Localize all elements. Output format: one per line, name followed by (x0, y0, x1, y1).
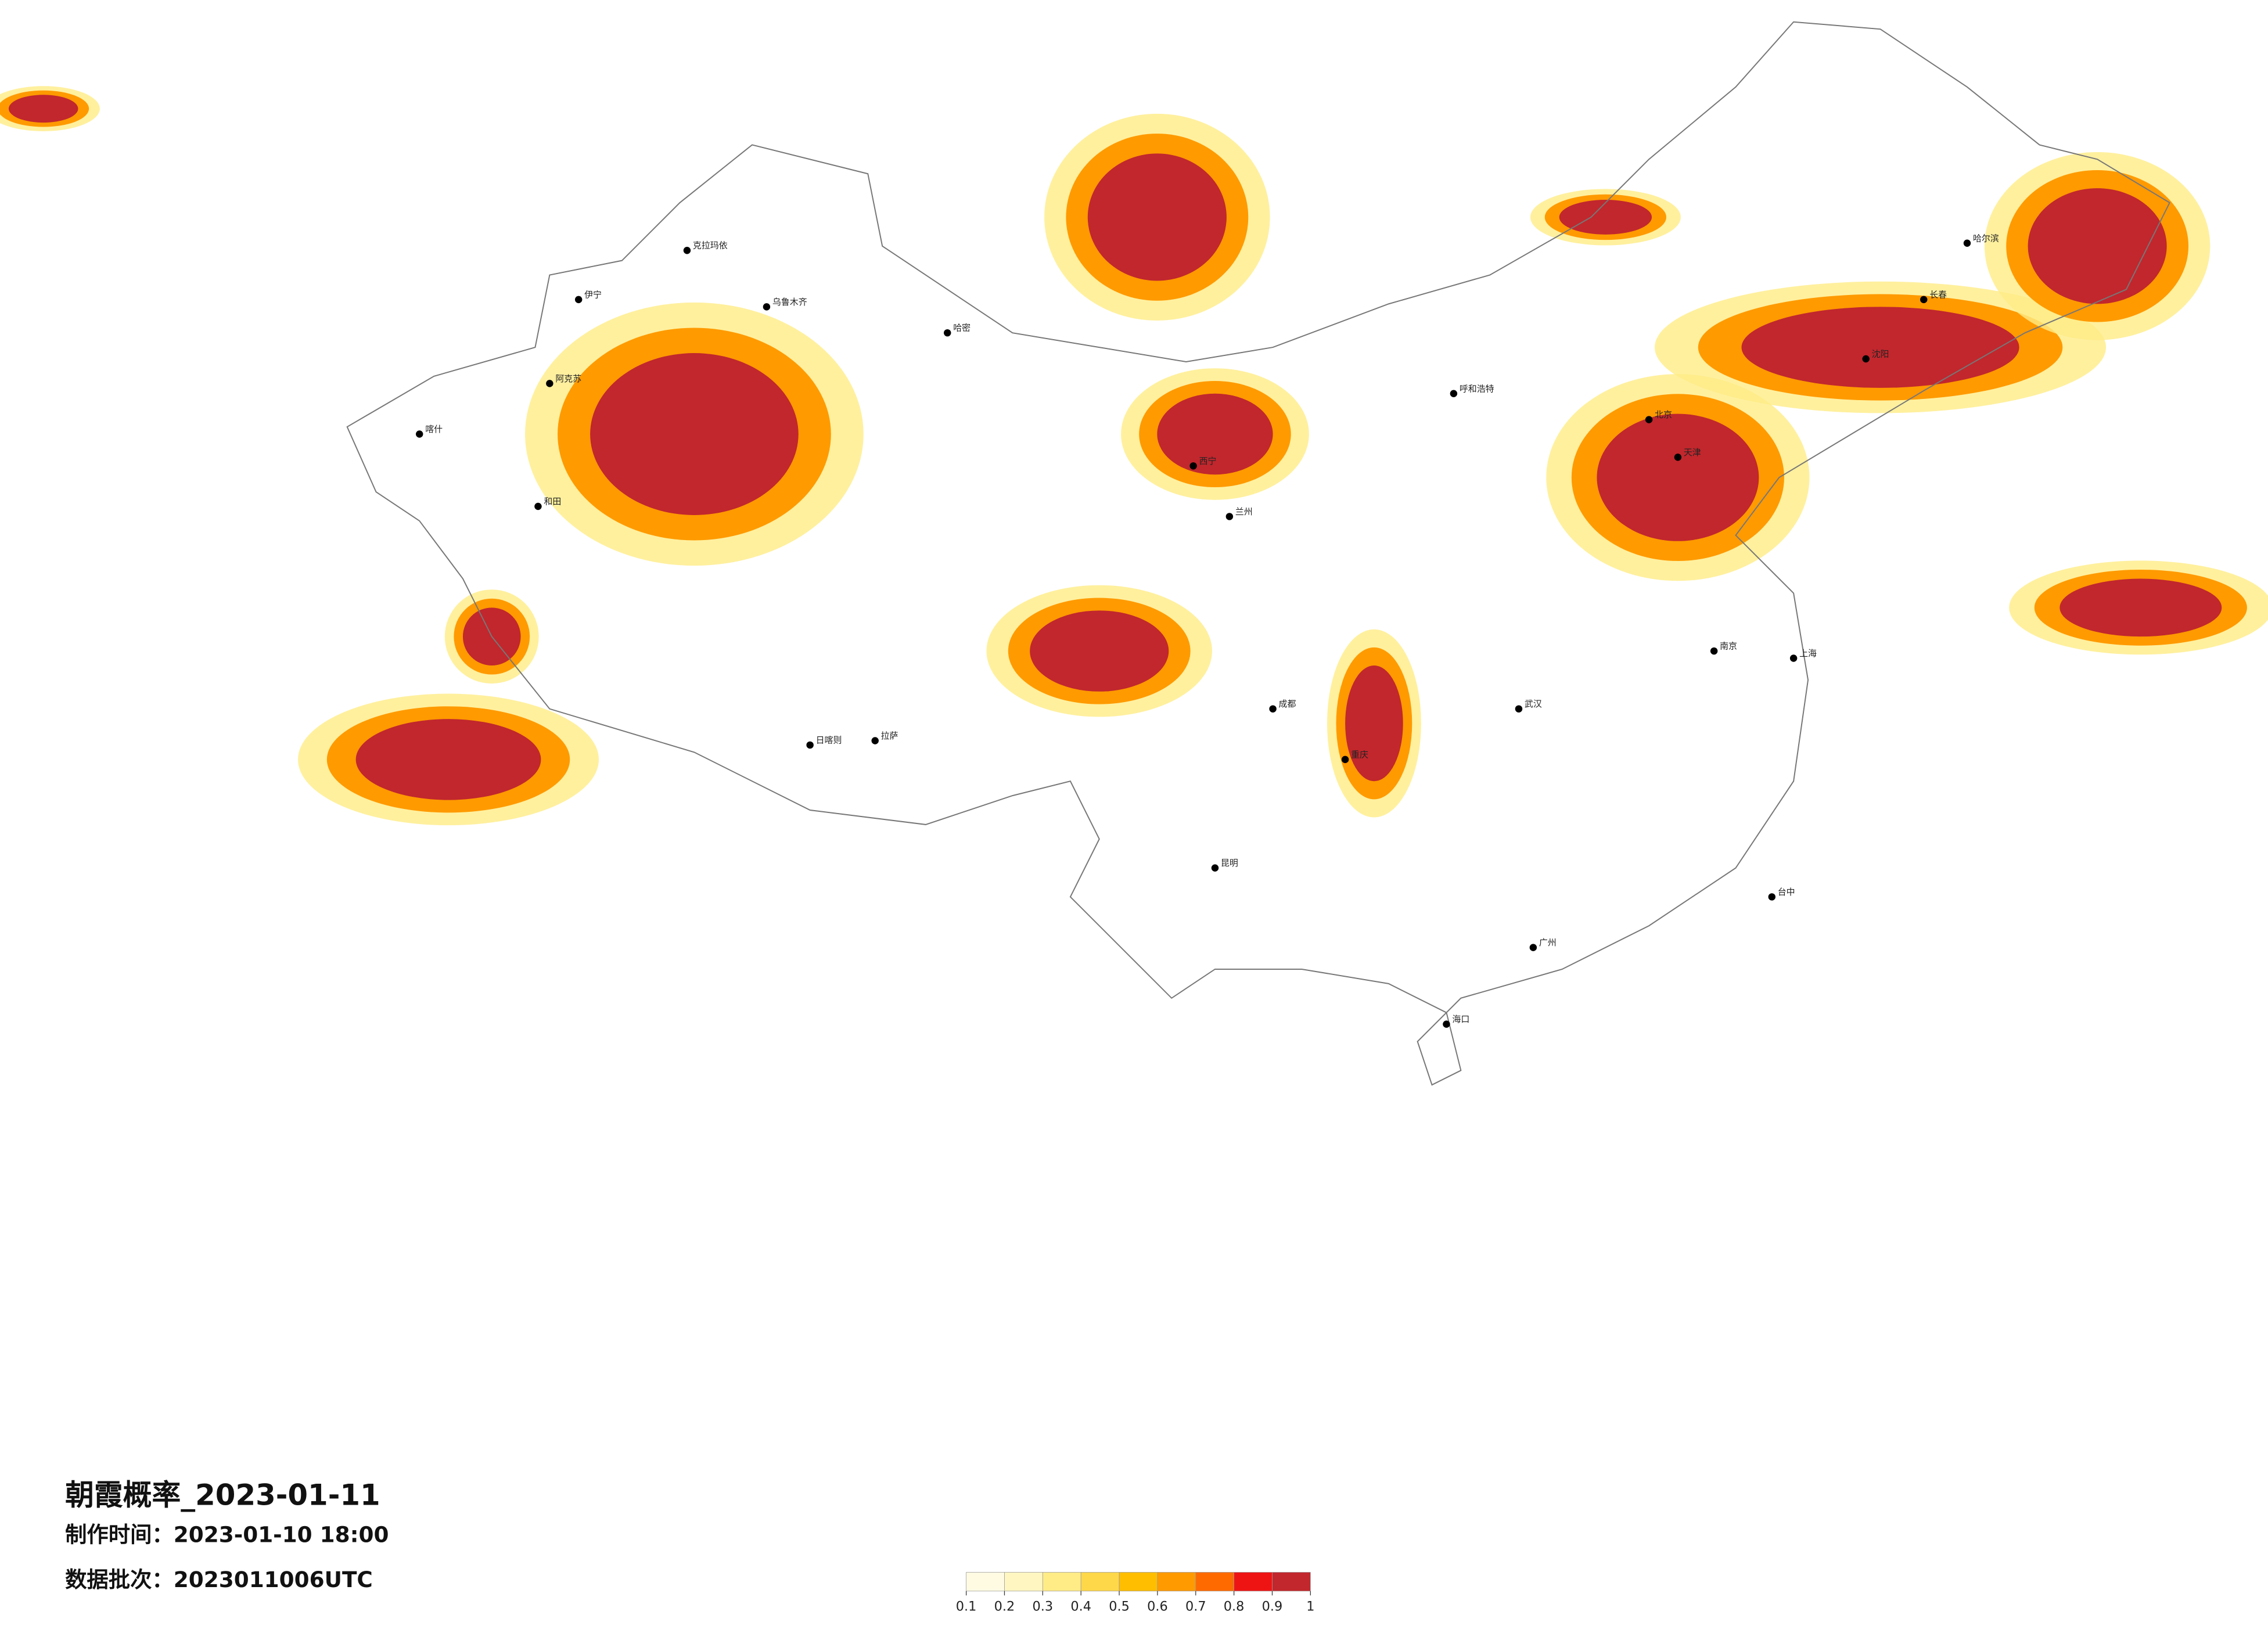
city-dot (944, 329, 951, 337)
city-dot (1211, 864, 1219, 872)
city-label: 哈尔滨 (1973, 233, 1999, 243)
city-label: 成都 (1279, 699, 1296, 709)
country-outline (346, 21, 2170, 1086)
colorbar-label: 0.4 (1070, 1599, 1091, 1614)
blob-core (8, 95, 78, 123)
blob-core (355, 719, 541, 800)
city-dot (763, 303, 771, 311)
city-label: 喀什 (425, 424, 443, 434)
city-dot (683, 246, 691, 254)
city-dot (1674, 454, 1682, 461)
colorbar-cell (1004, 1572, 1043, 1592)
colorbar-cell (1234, 1572, 1273, 1592)
city-label: 西宁 (1199, 456, 1217, 466)
colorbar-label: 1 (1306, 1599, 1314, 1614)
city-dot (1963, 239, 1971, 247)
city-dot (1710, 647, 1718, 655)
city-dot (546, 380, 553, 387)
city-label: 日喀则 (816, 735, 842, 745)
city-label: 沈阳 (1872, 349, 1889, 359)
colorbar-label: 0.7 (1185, 1599, 1206, 1614)
city-label: 北京 (1655, 409, 1672, 420)
blob-core (1741, 307, 2019, 388)
city-label: 武汉 (1525, 699, 1542, 709)
probability-field (0, 86, 2268, 826)
city-dot (1529, 944, 1537, 951)
city-dot (871, 737, 879, 744)
city-label: 伊宁 (584, 289, 602, 300)
city-dot (415, 430, 423, 438)
city-dot (1789, 654, 1798, 662)
city-label: 兰州 (1235, 506, 1253, 517)
blob-core (1157, 393, 1273, 475)
city-dot (1920, 296, 1928, 304)
city-label: 和田 (544, 497, 561, 507)
city-label: 海口 (1452, 1014, 1469, 1024)
city-label: 哈密 (953, 323, 971, 333)
blob-core (2028, 188, 2167, 304)
colorbar-label: 0.6 (1147, 1599, 1168, 1614)
blob-core (1345, 665, 1403, 782)
city-label: 昆明 (1221, 858, 1238, 868)
colorbar-label: 0.9 (1262, 1599, 1283, 1614)
city-label: 南京 (1720, 641, 1737, 652)
city-dot (1450, 390, 1458, 398)
city-label: 广州 (1539, 937, 1557, 948)
colorbar-cell (1042, 1572, 1081, 1592)
blob-core (1030, 610, 1169, 692)
city-label: 阿克苏 (555, 373, 581, 384)
city-label: 拉萨 (881, 731, 898, 741)
colorbar-label: 0.3 (1033, 1599, 1054, 1614)
colorbar-label: 0.5 (1109, 1599, 1130, 1614)
city-dot (1645, 416, 1653, 423)
colorbar-cell (966, 1572, 1005, 1592)
made-time: 制作时间：2023-01-10 18:00 (65, 1522, 389, 1548)
city-label: 台中 (1778, 887, 1795, 897)
city-dot (1189, 462, 1197, 470)
blob-core (1087, 153, 1227, 281)
colorbar-cell (1080, 1572, 1120, 1592)
blob-core (1597, 413, 1759, 541)
city-dot (1768, 893, 1776, 901)
blob-core (1559, 200, 1652, 235)
city-dot (1269, 705, 1277, 713)
map-title: 朝霞概率_2023-01-11 (65, 1478, 380, 1512)
city-label: 重庆 (1351, 749, 1368, 760)
city-label: 长春 (1929, 289, 1947, 300)
city-label: 天津 (1684, 447, 1701, 458)
colorbar-cell (1119, 1572, 1158, 1592)
city-label: 呼和浩特 (1460, 383, 1494, 394)
city-label: 克拉玛依 (693, 240, 728, 251)
colorbar-cell (1272, 1572, 1311, 1592)
blob-core (590, 353, 799, 515)
colorbar-label: 0.8 (1224, 1599, 1245, 1614)
city-dot (806, 741, 814, 749)
city-dot (534, 502, 542, 510)
city-label: 上海 (1799, 648, 1817, 659)
city-dot (1443, 1020, 1450, 1028)
colorbar-cell (1195, 1572, 1234, 1592)
blob-core (2059, 578, 2222, 637)
colorbar-label: 0.1 (956, 1599, 977, 1614)
city-dot (574, 296, 583, 304)
batch: 数据批次：2023011006UTC (65, 1567, 373, 1592)
colorbar-label: 0.2 (994, 1599, 1015, 1614)
colorbar-cell (1157, 1572, 1196, 1592)
city-dot (1225, 513, 1234, 520)
city-dot (1862, 355, 1870, 363)
city-dot (1515, 705, 1523, 713)
city-dot (1341, 756, 1349, 764)
city-label: 乌鲁木齐 (772, 297, 807, 307)
colorbar: 0.1 0.2 0.3 0.4 0.5 0.6 0.7 0.8 0.9 1 (956, 1572, 1314, 1614)
